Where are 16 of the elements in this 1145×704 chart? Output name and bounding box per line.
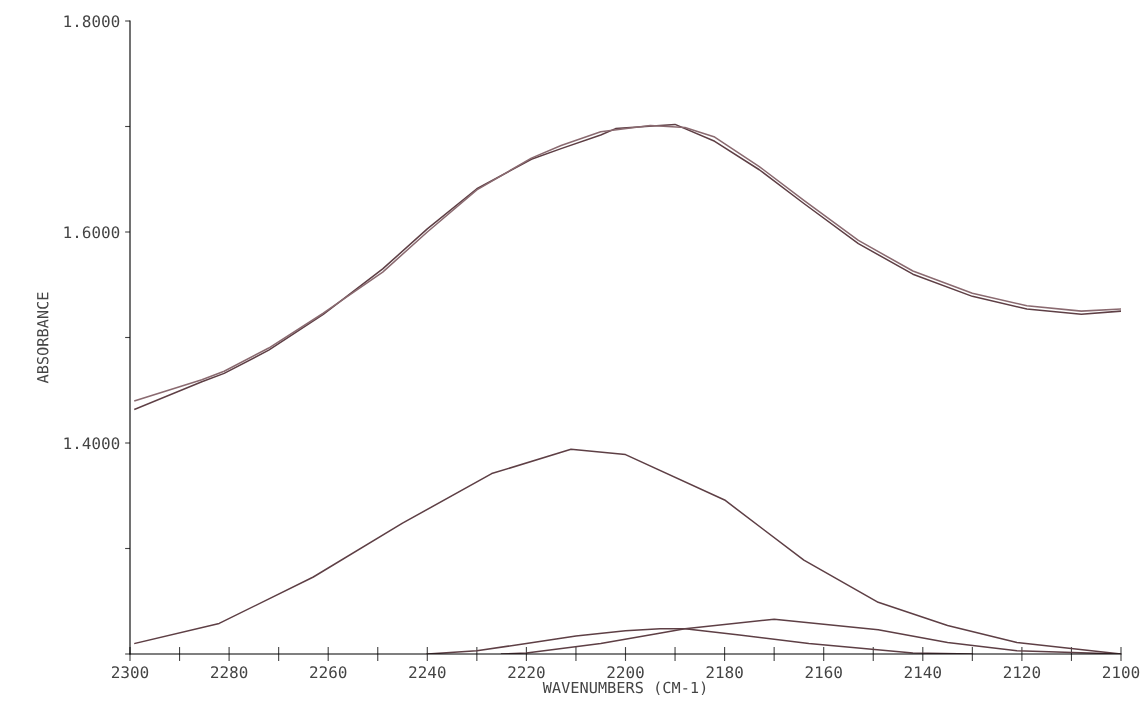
x-tick-label: 2140 [904,666,941,679]
x-tick-label: 2120 [1003,666,1041,679]
y-tick-label: 1.6000 [64,226,120,239]
y-axis-title: ABSORBANCE [36,292,49,384]
x-axis-title: WAVENUMBERS (CM-1) [542,681,706,696]
x-tick-label: 2300 [111,666,149,679]
y-tick-label: 1.8000 [64,15,120,28]
x-tick-label: 2100 [1102,666,1140,679]
x-tick-label: 2160 [805,666,842,679]
x-tick-label: 2200 [607,666,644,679]
y-tick-label: 1.4000 [64,437,120,450]
x-tick-label: 2180 [706,666,743,679]
x-tick-label: 2280 [211,666,248,679]
x-tick-label: 2220 [508,666,545,679]
x-tick-label: 2240 [409,666,446,679]
x-tick-label: 2260 [310,666,347,679]
